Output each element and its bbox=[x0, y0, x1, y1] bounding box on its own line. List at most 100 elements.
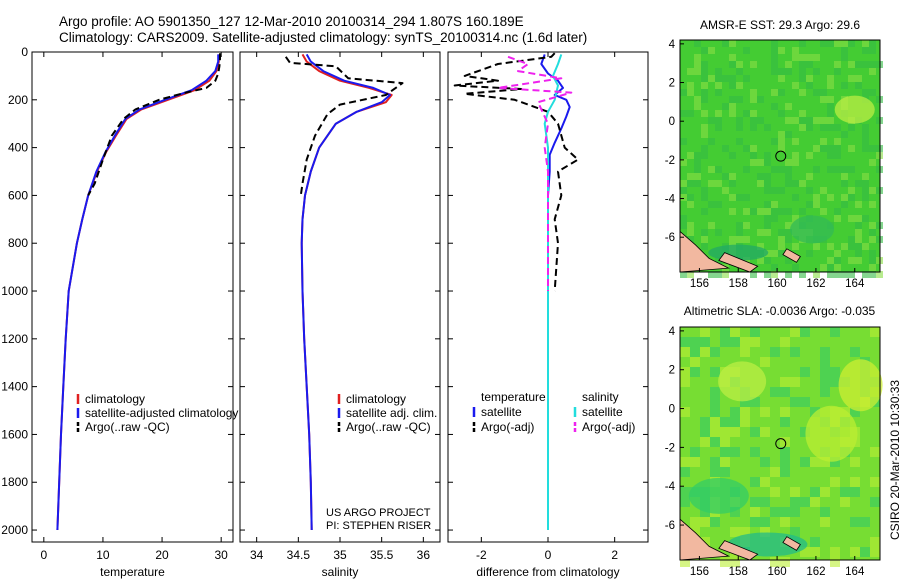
map-cell bbox=[694, 96, 701, 103]
map-cell bbox=[827, 257, 834, 264]
map-cell bbox=[800, 497, 810, 507]
y-tick-label: 4 bbox=[669, 326, 676, 338]
map-cell bbox=[743, 208, 750, 215]
map-cell bbox=[730, 527, 740, 537]
map-cell bbox=[680, 407, 690, 417]
map-cell bbox=[771, 215, 778, 222]
map-cell bbox=[850, 407, 860, 417]
x-tick-label: 0 bbox=[40, 548, 47, 562]
map-cell bbox=[806, 75, 813, 82]
map-cell bbox=[736, 124, 743, 131]
map-cell bbox=[785, 68, 792, 75]
map-cell bbox=[750, 89, 757, 96]
map-cell bbox=[764, 229, 771, 236]
map-cell bbox=[700, 327, 710, 337]
map-cell bbox=[690, 357, 700, 367]
map-cell bbox=[729, 152, 736, 159]
map-cell bbox=[764, 222, 771, 229]
land-shape bbox=[782, 536, 801, 551]
map-cell bbox=[743, 47, 750, 54]
map-cell bbox=[792, 47, 799, 54]
map-cell bbox=[757, 180, 764, 187]
map-cell bbox=[715, 75, 722, 82]
x-tick-label: 162 bbox=[806, 278, 825, 290]
map-cell bbox=[806, 173, 813, 180]
map-frame bbox=[679, 326, 881, 561]
x-axis-label: temperature bbox=[100, 565, 165, 579]
map-cell bbox=[820, 89, 827, 96]
map-cell bbox=[827, 110, 834, 117]
map-cell bbox=[736, 96, 743, 103]
map-cell bbox=[708, 271, 715, 278]
map-cell bbox=[810, 547, 820, 557]
map-cell bbox=[760, 407, 770, 417]
map-cell bbox=[848, 187, 855, 194]
map-cell bbox=[750, 159, 757, 166]
map-cell bbox=[806, 152, 813, 159]
map-cell bbox=[850, 477, 860, 487]
map-cell bbox=[687, 229, 694, 236]
map-cell bbox=[760, 517, 770, 527]
map-cell bbox=[820, 507, 830, 517]
map-cell bbox=[736, 194, 743, 201]
map-cell bbox=[730, 557, 740, 567]
map-cell bbox=[870, 547, 880, 557]
legend-label: climatology bbox=[346, 392, 406, 406]
map-cell bbox=[834, 61, 841, 68]
map-cell bbox=[780, 417, 790, 427]
map-cell bbox=[848, 145, 855, 152]
map-cell bbox=[800, 547, 810, 557]
map-cell bbox=[792, 180, 799, 187]
map-cell bbox=[827, 117, 834, 124]
x-tick-label: 164 bbox=[845, 278, 865, 290]
map-cell bbox=[820, 367, 830, 377]
map-cell bbox=[715, 271, 722, 278]
map-cell bbox=[687, 152, 694, 159]
map-cell bbox=[757, 243, 764, 250]
map-cell bbox=[869, 257, 876, 264]
map-cell bbox=[841, 131, 848, 138]
x-tick-label: 34.5 bbox=[287, 548, 311, 562]
map-cell bbox=[760, 357, 770, 367]
map-cell bbox=[680, 271, 687, 278]
map-cell bbox=[785, 103, 792, 110]
x-tick-label: 35 bbox=[333, 548, 347, 562]
map-cell bbox=[862, 138, 869, 145]
map-cell bbox=[792, 152, 799, 159]
map-cell bbox=[780, 557, 790, 567]
profile-panel-2: 34 34.5 35 35.5 36 salinity bbox=[239, 51, 441, 579]
map-cell bbox=[710, 407, 720, 417]
map-cell bbox=[757, 173, 764, 180]
map-cell bbox=[820, 40, 827, 47]
map-cell bbox=[750, 477, 760, 487]
map-cell bbox=[729, 40, 736, 47]
x-tick-label: -2 bbox=[476, 548, 487, 562]
map-cell bbox=[771, 47, 778, 54]
map-cell bbox=[850, 517, 860, 527]
map-cell bbox=[792, 159, 799, 166]
map-cell bbox=[785, 117, 792, 124]
y-tick-label: 1800 bbox=[1, 475, 28, 489]
map-cell bbox=[820, 377, 830, 387]
map-cell bbox=[855, 229, 862, 236]
map-cell bbox=[848, 61, 855, 68]
map-cell bbox=[850, 547, 860, 557]
map-cell bbox=[848, 215, 855, 222]
map-cell bbox=[694, 40, 701, 47]
y-tick-label: -2 bbox=[665, 155, 675, 167]
map-cell bbox=[710, 417, 720, 427]
map-cell bbox=[750, 152, 757, 159]
map-cell bbox=[841, 180, 848, 187]
map-cell bbox=[862, 173, 869, 180]
annotation-text: US ARGO PROJECT bbox=[326, 507, 431, 519]
map-cell bbox=[830, 377, 840, 387]
map-cell bbox=[770, 387, 780, 397]
map-cell bbox=[701, 68, 708, 75]
map-cell bbox=[736, 138, 743, 145]
x-tick-label: 156 bbox=[690, 278, 709, 290]
map-cell bbox=[778, 75, 785, 82]
map-cell bbox=[778, 166, 785, 173]
map-cell bbox=[860, 547, 870, 557]
map-cell bbox=[715, 89, 722, 96]
map-cell bbox=[708, 75, 715, 82]
